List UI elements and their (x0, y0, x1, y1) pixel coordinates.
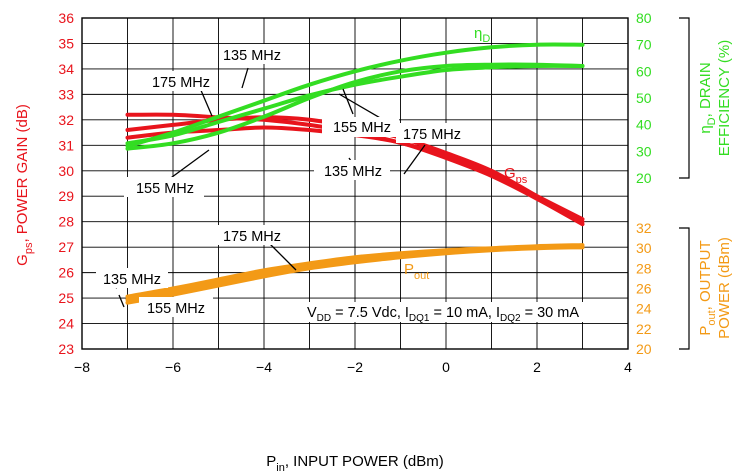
label-pout-135: 135 MHz (103, 272, 161, 288)
series-label-pout: Pout (404, 261, 429, 282)
left-tick-label: 33 (58, 86, 74, 102)
left-tick-label: 36 (58, 10, 74, 26)
left-tick-label: 30 (58, 163, 74, 179)
bracket-top (679, 17, 690, 179)
annotation-boxes (96, 44, 627, 322)
curve-d-155mhz (125, 62, 585, 151)
x-axis-ticks: −8 −6 −4 −2 0 2 4 (74, 359, 632, 375)
left-tick-label: 28 (58, 214, 74, 230)
right-axis-brackets (679, 17, 690, 350)
x-axis-title: Pin, INPUT POWER (dBm) (266, 453, 443, 473)
box-gain-155 (124, 177, 204, 197)
right-bottom-tick-label: 32 (636, 220, 652, 236)
x-tick-label: 4 (624, 359, 632, 375)
box-gain-175 (396, 123, 468, 143)
left-tick-label: 24 (58, 316, 74, 332)
left-tick-label: 23 (58, 341, 74, 357)
left-tick-label: 34 (58, 61, 74, 77)
plot-frame (81, 17, 629, 350)
right-bottom-tick-label: 22 (636, 321, 652, 337)
right-top-tick-label: 40 (636, 117, 652, 133)
right-bottom-tick-label: 20 (636, 341, 652, 357)
label-gain-155: 155 MHz (136, 181, 194, 197)
right-top-tick-label: 60 (636, 63, 652, 79)
conditions-label: VDD = 7.5 Vdc, IDQ1 = 10 mA, IDQ2 = 30 m… (307, 305, 579, 324)
right-top-tick-label: 20 (636, 170, 652, 186)
left-tick-label: 26 (58, 265, 74, 281)
bracket-bottom (679, 227, 690, 350)
series-label-eta: ηD (474, 25, 490, 45)
right-top-tick-label: 50 (636, 90, 652, 106)
left-tick-label: 31 (58, 137, 74, 153)
left-tick-label: 35 (58, 35, 74, 51)
box-pout-155 (139, 297, 213, 317)
box-gain-135 (314, 160, 390, 180)
box-eff-135 (219, 44, 285, 64)
curve-d-175mhz (125, 63, 585, 146)
label-eff-175: 175 MHz (152, 75, 210, 91)
left-tick-label: 27 (58, 239, 74, 255)
right-bottom-title-line1: Pout, OUTPUT (697, 240, 718, 335)
leader-eff-135 (241, 67, 249, 89)
x-tick-label: 0 (442, 359, 450, 375)
right-bottom-tick-label: 26 (636, 281, 652, 297)
series-label-gps: Gps (504, 165, 528, 186)
right-bottom-axis-ticks: 20 22 24 26 28 30 32 (636, 220, 652, 357)
leader-gain-175 (403, 144, 426, 175)
label-eff-155: 155 MHz (333, 120, 391, 136)
right-top-tick-label: 30 (636, 143, 652, 159)
label-gain-175: 175 MHz (403, 127, 461, 143)
right-top-tick-label: 70 (636, 37, 652, 53)
x-tick-label: −6 (165, 359, 181, 375)
right-bottom-tick-label: 24 (636, 301, 652, 317)
left-axis-ticks: 23 24 25 26 27 28 29 30 31 32 33 34 35 36 (58, 10, 74, 357)
x-tick-label: −8 (74, 359, 90, 375)
x-tick-label: 2 (533, 359, 541, 375)
right-top-title-line1: ηD, DRAIN (697, 62, 718, 133)
leader-pout-155 (118, 294, 125, 308)
curve-pout-175mhz (125, 243, 585, 299)
leader-eff-175 (199, 87, 213, 117)
box-conditions (297, 302, 627, 322)
label-pout-175: 175 MHz (223, 229, 281, 245)
left-tick-label: 29 (58, 188, 74, 204)
left-tick-label: 32 (58, 112, 74, 128)
label-pout-155: 155 MHz (147, 301, 205, 317)
box-pout-135 (96, 268, 168, 288)
right-top-axis-title: ηD, DRAIN EFFICIENCY (%) (697, 40, 733, 156)
leader-gain-155 (167, 149, 210, 181)
label-eff-135: 135 MHz (223, 48, 281, 64)
left-tick-label: 25 (58, 290, 74, 306)
x-tick-label: −2 (347, 359, 363, 375)
right-top-title-line2: EFFICIENCY (%) (716, 40, 733, 156)
label-gain-135: 135 MHz (324, 164, 382, 180)
box-pout-175 (213, 225, 291, 245)
left-axis-title: Gps, POWER GAIN (dB) (14, 104, 35, 266)
box-eff-175 (142, 71, 216, 91)
right-top-tick-label: 80 (636, 10, 652, 26)
right-bottom-axis-title: Pout, OUTPUT POWER (dBm) (697, 237, 733, 339)
box-eff-155 (322, 117, 399, 137)
x-tick-label: −4 (256, 359, 272, 375)
curve-d-135mhz (125, 42, 585, 148)
series-name-labels: ηD Gps Pout (404, 25, 528, 282)
right-top-axis-ticks: 20 30 40 50 60 70 80 (636, 10, 652, 186)
leader-eff-155-a (342, 88, 354, 115)
right-bottom-tick-label: 30 (636, 240, 652, 256)
right-bottom-title-line2: POWER (dBm) (716, 237, 733, 339)
right-bottom-tick-label: 28 (636, 260, 652, 276)
grid (82, 18, 628, 349)
